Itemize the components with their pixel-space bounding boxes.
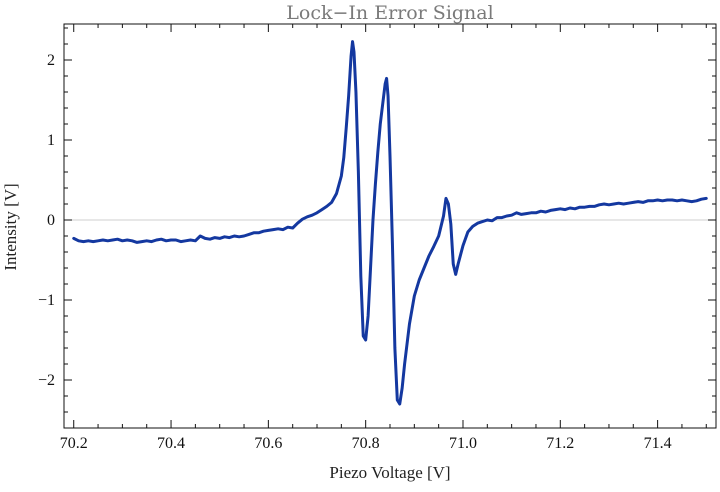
axis-ticks — [64, 24, 716, 429]
y-tick-label: −1 — [38, 292, 55, 309]
x-axis-label: Piezo Voltage [V] — [329, 463, 450, 482]
series-group — [72, 40, 708, 406]
x-tick-label: 71.2 — [546, 435, 574, 452]
y-tick-label: −2 — [38, 372, 55, 389]
x-tick-label: 70.6 — [254, 435, 282, 452]
y-tick-labels: −2 −1 0 1 2 — [38, 52, 55, 389]
x-tick-label: 70.2 — [60, 435, 88, 452]
x-tick-label: 71.0 — [449, 435, 477, 452]
plot-frame — [63, 23, 717, 429]
x-tick-label: 70.8 — [352, 435, 380, 452]
x-tick-label: 71.4 — [644, 435, 672, 452]
y-axis-label: Intensity [V] — [1, 183, 20, 270]
y-tick-label: 1 — [47, 132, 55, 149]
chart-title: Lock−In Error Signal — [286, 2, 493, 24]
y-tick-label: 0 — [47, 212, 55, 229]
x-tick-label: 70.4 — [157, 435, 185, 452]
y-tick-label: 2 — [47, 52, 55, 69]
series-line — [72, 40, 708, 406]
x-tick-labels: 70.2 70.4 70.6 70.8 71.0 71.2 71.4 — [60, 435, 672, 452]
